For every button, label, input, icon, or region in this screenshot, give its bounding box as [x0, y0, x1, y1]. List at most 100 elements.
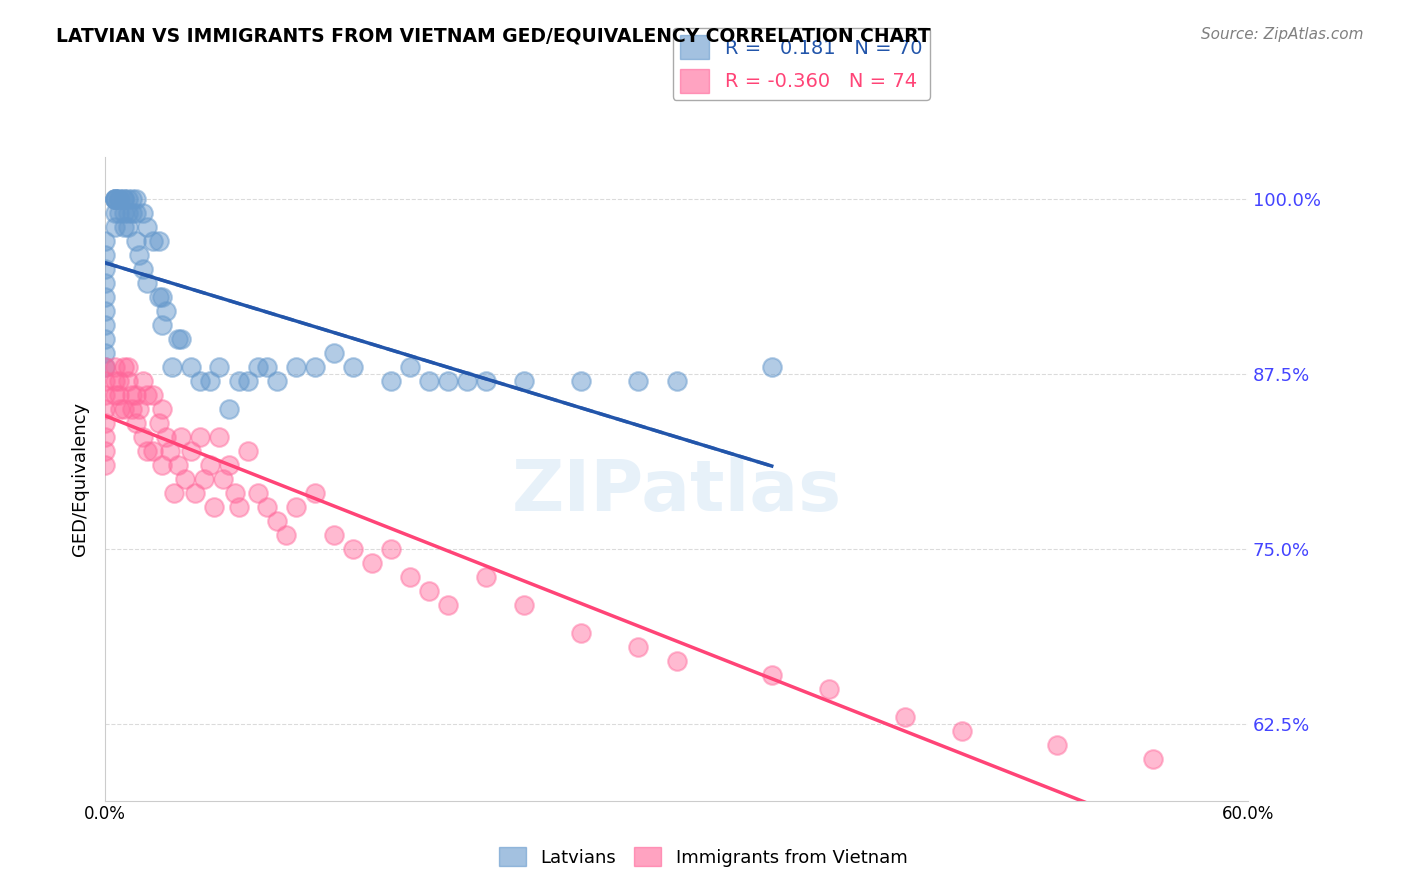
- Point: [107, 192, 129, 206]
- Point: [94, 374, 117, 388]
- Y-axis label: GED/Equivalency: GED/Equivalency: [72, 401, 89, 556]
- Point: [112, 206, 135, 220]
- Point: [112, 192, 135, 206]
- Point: [121, 388, 143, 402]
- Point: [246, 485, 269, 500]
- Point: [246, 359, 269, 374]
- Point: [94, 276, 117, 290]
- Point: [266, 514, 288, 528]
- Point: [104, 192, 127, 206]
- Point: [437, 598, 460, 612]
- Point: [94, 443, 117, 458]
- Point: [202, 500, 225, 514]
- Point: [121, 206, 143, 220]
- Point: [180, 359, 202, 374]
- Point: [148, 416, 170, 430]
- Point: [94, 234, 117, 248]
- Point: [190, 374, 212, 388]
- Point: [276, 527, 298, 541]
- Point: [1046, 738, 1069, 752]
- Point: [94, 303, 117, 318]
- Point: [107, 374, 129, 388]
- Point: [136, 443, 159, 458]
- Point: [284, 359, 307, 374]
- Point: [125, 206, 148, 220]
- Point: [627, 374, 650, 388]
- Point: [150, 458, 173, 472]
- Point: [125, 234, 148, 248]
- Point: [107, 192, 129, 206]
- Point: [212, 472, 235, 486]
- Point: [121, 192, 143, 206]
- Point: [104, 374, 127, 388]
- Point: [193, 472, 215, 486]
- Point: [104, 192, 127, 206]
- Point: [224, 485, 246, 500]
- Point: [117, 219, 139, 234]
- Point: [110, 401, 132, 416]
- Point: [236, 443, 259, 458]
- Point: [112, 192, 135, 206]
- Point: [456, 374, 478, 388]
- Point: [304, 359, 326, 374]
- Point: [166, 458, 188, 472]
- Point: [132, 261, 155, 276]
- Point: [132, 374, 155, 388]
- Point: [198, 458, 221, 472]
- Point: [665, 374, 688, 388]
- Point: [627, 640, 650, 654]
- Point: [136, 388, 159, 402]
- Point: [117, 206, 139, 220]
- Point: [94, 261, 117, 276]
- Point: [150, 290, 173, 304]
- Point: [190, 430, 212, 444]
- Point: [117, 359, 139, 374]
- Point: [94, 290, 117, 304]
- Point: [1142, 751, 1164, 765]
- Point: [94, 332, 117, 346]
- Point: [94, 458, 117, 472]
- Point: [342, 359, 364, 374]
- Point: [104, 219, 127, 234]
- Point: [360, 556, 382, 570]
- Point: [950, 723, 973, 738]
- Point: [112, 401, 135, 416]
- Point: [304, 485, 326, 500]
- Point: [437, 374, 460, 388]
- Point: [228, 374, 250, 388]
- Point: [104, 206, 127, 220]
- Point: [94, 359, 117, 374]
- Point: [128, 248, 150, 262]
- Point: [155, 303, 177, 318]
- Text: Source: ZipAtlas.com: Source: ZipAtlas.com: [1201, 27, 1364, 42]
- Point: [569, 374, 592, 388]
- Point: [380, 541, 402, 556]
- Point: [125, 192, 148, 206]
- Point: [94, 401, 117, 416]
- Point: [513, 598, 536, 612]
- Point: [256, 500, 278, 514]
- Legend: R =   0.181   N = 70, R = -0.360   N = 74: R = 0.181 N = 70, R = -0.360 N = 74: [672, 28, 931, 100]
- Point: [150, 318, 173, 332]
- Point: [163, 485, 186, 500]
- Point: [136, 276, 159, 290]
- Point: [208, 359, 231, 374]
- Point: [160, 359, 183, 374]
- Point: [170, 430, 193, 444]
- Point: [218, 458, 240, 472]
- Point: [136, 219, 159, 234]
- Point: [107, 388, 129, 402]
- Point: [94, 346, 117, 360]
- Point: [166, 332, 188, 346]
- Point: [665, 654, 688, 668]
- Point: [142, 388, 165, 402]
- Point: [104, 359, 127, 374]
- Point: [198, 374, 221, 388]
- Point: [132, 430, 155, 444]
- Point: [236, 374, 259, 388]
- Point: [132, 206, 155, 220]
- Point: [761, 359, 783, 374]
- Point: [104, 192, 127, 206]
- Point: [399, 570, 422, 584]
- Point: [142, 443, 165, 458]
